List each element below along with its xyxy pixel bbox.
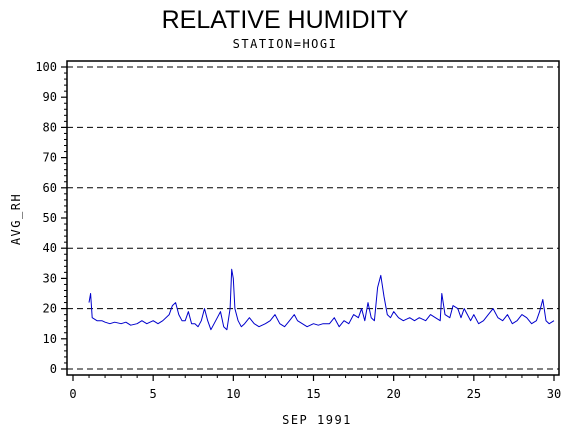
x-tick-label: 20 [386,387,400,401]
y-tick-label: 50 [43,211,57,225]
y-axis: 0 10 20 30 40 50 60 70 80 90 100 [35,60,67,376]
x-tick-label: 10 [226,387,240,401]
y-tick-label: 40 [43,241,57,255]
x-tick-label: 5 [150,387,157,401]
x-tick-label: 30 [547,387,561,401]
y-tick-label: 0 [50,362,57,376]
y-tick-label: 30 [43,271,57,285]
x-tick-label: 25 [467,387,481,401]
x-axis-label: SEP 1991 [282,413,352,427]
x-tick-label: 15 [306,387,320,401]
x-tick-label: 0 [69,387,76,401]
y-tick-label: 20 [43,302,57,316]
chart-title: RELATIVE HUMIDITY [161,6,409,34]
plot-frame [66,60,560,376]
y-tick-label: 80 [43,120,57,134]
y-axis-label: AVG_RH [9,193,23,245]
chart-subtitle: STATION=HOGI [232,37,338,51]
y-tick-label: 60 [43,181,57,195]
x-axis: 0 5 10 15 20 25 30 [69,375,561,401]
y-tick-label: 70 [43,151,57,165]
series-line-0 [88,268,555,331]
y-tick-label: 100 [35,60,57,74]
y-tick-label: 90 [43,90,57,104]
grid-lines [67,66,559,370]
series-layer [88,268,555,331]
y-tick-label: 10 [43,332,57,346]
